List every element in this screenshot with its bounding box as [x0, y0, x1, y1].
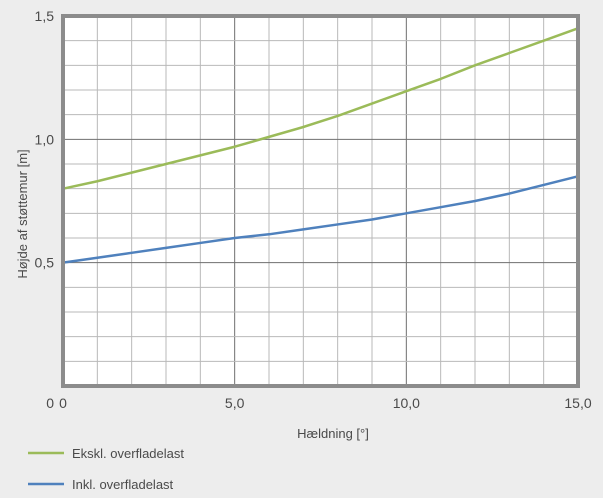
y-axis-label: Højde af støttemur [m] [15, 149, 30, 278]
legend-label-2: Inkl. overfladelast [72, 477, 174, 492]
plot-frame [61, 14, 580, 388]
x-tick-label: 15,0 [564, 395, 591, 411]
legend: Ekskl. overfladelast Inkl. overfladelast [28, 446, 184, 492]
plot-area [63, 16, 578, 386]
series-line-1 [61, 27, 580, 190]
x-tick-label: 5,0 [225, 395, 245, 411]
y-tick-label: 1,0 [35, 131, 55, 147]
x-axis-label: Hældning [°] [297, 426, 369, 441]
x-tick-label: 10,0 [393, 395, 420, 411]
y-tick-label: 0 [46, 395, 54, 411]
legend-label-1: Ekskl. overfladelast [72, 446, 184, 461]
y-tick-label: 1,5 [35, 8, 55, 24]
series-line-2 [61, 175, 580, 264]
y-tick-label: 0,5 [35, 255, 55, 271]
x-tick-label: 0 [59, 395, 67, 411]
